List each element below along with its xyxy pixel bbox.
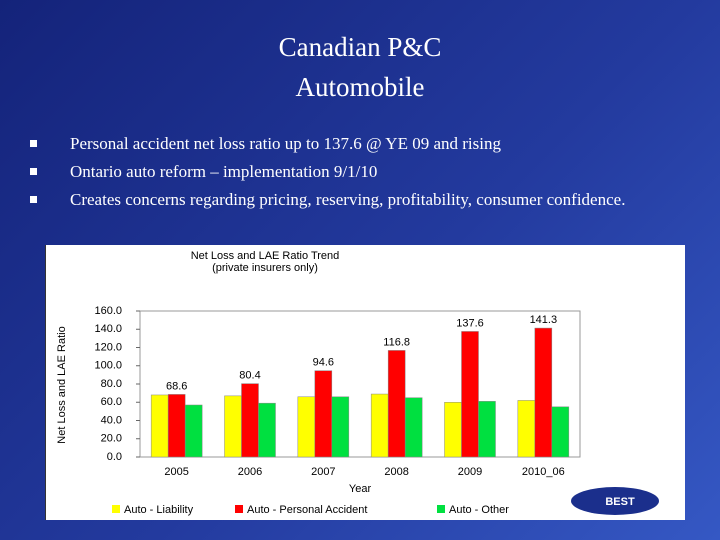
bar bbox=[461, 331, 479, 458]
bar bbox=[517, 400, 536, 458]
data-label: 94.6 bbox=[313, 357, 334, 369]
bar bbox=[258, 402, 276, 458]
y-tick-label: 160.0 bbox=[94, 305, 122, 317]
x-tick-label: 2008 bbox=[384, 466, 408, 478]
bullet: Ontario auto reform – implementation 9/1… bbox=[70, 162, 378, 181]
legend-swatch bbox=[235, 505, 243, 513]
x-tick-label: 2006 bbox=[238, 466, 262, 478]
logo: BEST bbox=[571, 487, 659, 515]
x-tick-label: 2005 bbox=[164, 466, 188, 478]
chart: Net Loss and LAE Ratio Trend (private in… bbox=[45, 245, 685, 520]
logo-text: BEST bbox=[605, 496, 635, 508]
bullet: Personal accident net loss ratio up to 1… bbox=[70, 134, 501, 153]
bar bbox=[551, 406, 570, 458]
y-tick-label: 140.0 bbox=[94, 323, 122, 335]
legend-swatch bbox=[112, 505, 120, 513]
y-tick-label: 0.0 bbox=[107, 451, 122, 463]
data-label: 137.6 bbox=[456, 317, 484, 329]
bar bbox=[404, 397, 423, 458]
plot-area bbox=[139, 310, 581, 458]
y-tick-label: 100.0 bbox=[94, 360, 122, 372]
title: Canadian P&C bbox=[278, 32, 442, 62]
bar bbox=[444, 402, 462, 458]
legend-label: Auto - Liability bbox=[124, 504, 194, 516]
chart-title: Net Loss and LAE Ratio Trend bbox=[191, 250, 340, 262]
y-tick-label: 120.0 bbox=[94, 341, 122, 353]
y-tick-label: 60.0 bbox=[101, 396, 122, 408]
chart-subtitle: (private insurers only) bbox=[212, 262, 318, 274]
data-label: 68.6 bbox=[166, 380, 187, 392]
y-tick-label: 40.0 bbox=[101, 414, 122, 426]
data-label: 80.4 bbox=[239, 370, 260, 382]
x-axis-label: Year bbox=[349, 483, 372, 495]
bar bbox=[387, 350, 406, 458]
data-label: 141.3 bbox=[530, 314, 558, 326]
y-tick-label: 80.0 bbox=[101, 378, 122, 390]
legend-label: Auto - Other bbox=[449, 504, 509, 516]
y-tick-label: 20.0 bbox=[101, 433, 122, 445]
bullet-marker bbox=[30, 140, 37, 147]
x-tick-label: 2007 bbox=[311, 466, 335, 478]
x-tick-label: 2010_06 bbox=[522, 466, 565, 478]
legend-label: Auto - Personal Accident bbox=[247, 504, 367, 516]
bar bbox=[224, 395, 242, 458]
title: Automobile bbox=[295, 72, 425, 102]
bullet-marker bbox=[30, 196, 37, 203]
x-tick-label: 2009 bbox=[458, 466, 482, 478]
bar bbox=[370, 393, 389, 458]
legend-swatch bbox=[437, 505, 445, 513]
data-label: 116.8 bbox=[383, 336, 410, 348]
bar bbox=[297, 396, 316, 458]
bullet-marker bbox=[30, 168, 37, 175]
bar bbox=[478, 401, 496, 458]
bar bbox=[150, 394, 169, 458]
bar bbox=[167, 394, 186, 458]
bar bbox=[314, 370, 333, 458]
bullet: Creates concerns regarding pricing, rese… bbox=[70, 190, 626, 209]
bar bbox=[534, 327, 553, 458]
bar bbox=[241, 383, 259, 458]
bar bbox=[184, 404, 203, 458]
bar bbox=[331, 396, 350, 458]
y-axis-label: Net Loss and LAE Ratio bbox=[56, 326, 68, 443]
